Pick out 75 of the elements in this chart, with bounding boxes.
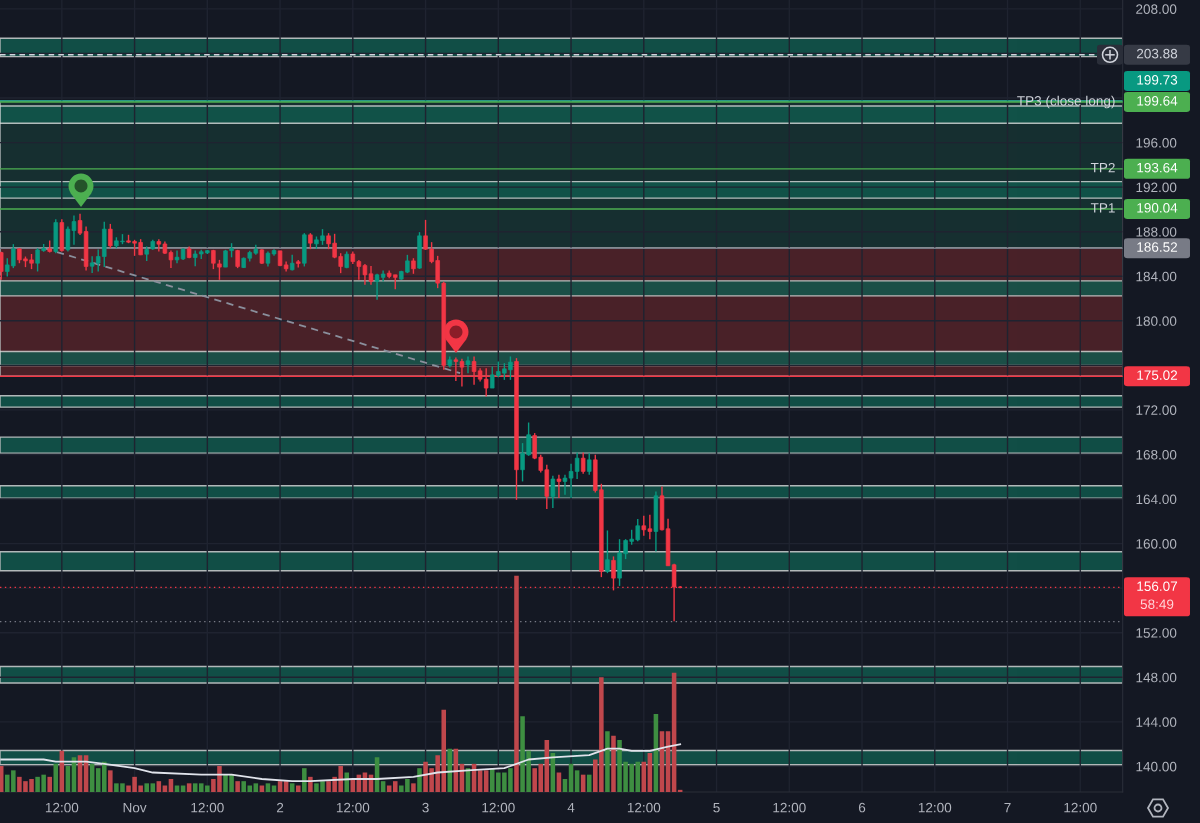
y-tick-label: 152.00 [1136, 628, 1177, 638]
x-tick-label: Nov [123, 802, 147, 813]
bar [265, 783, 271, 792]
bar [108, 770, 113, 792]
y-tick-label: 184.00 [1136, 271, 1177, 282]
candlestick [611, 555, 616, 592]
x-tick-label: 12:00 [627, 802, 661, 813]
candlestick [465, 355, 471, 374]
y-tick-label: 196.00 [1136, 138, 1177, 148]
bar [53, 763, 59, 792]
ref-line-label: 199.64 [1137, 96, 1178, 106]
bar [192, 783, 198, 792]
bar [344, 772, 350, 792]
x-tick-label: 2 [276, 802, 284, 813]
bar [253, 783, 259, 792]
bar [574, 770, 580, 792]
bar [411, 783, 416, 792]
y-tick-label: 188.00 [1136, 227, 1177, 237]
x-tick-label: 12:00 [773, 802, 806, 813]
ref-line-label: 156.07 [1137, 581, 1178, 592]
bar [605, 731, 610, 792]
x-tick-label: 12:00 [336, 802, 370, 813]
ref-line-label: 190.04 [1137, 203, 1178, 213]
ref-line-label: 199.73 [1137, 75, 1178, 85]
y-tick-label: 172.00 [1136, 405, 1177, 415]
y-tick-label: 192.00 [1136, 182, 1177, 193]
bar [186, 783, 192, 792]
bar [611, 735, 616, 792]
candlestick [550, 474, 556, 509]
x-tick-label: 4 [567, 802, 575, 813]
x-tick-label: 6 [858, 802, 866, 813]
y-tick-label: 148.00 [1136, 672, 1177, 683]
x-tick-label: 3 [422, 802, 429, 813]
y-tick-label: 140.00 [1136, 761, 1177, 772]
bar [417, 768, 422, 792]
bar [156, 781, 162, 792]
bar [380, 781, 386, 792]
ref-line-label: 203.88 [1136, 48, 1178, 59]
x-tick-label: 12:00 [918, 802, 952, 813]
y-tick-label: 208.00 [1136, 4, 1177, 14]
annotation: TP1 [1090, 203, 1115, 213]
bar [483, 770, 489, 792]
candlestick [605, 529, 610, 574]
ref-line-label: 193.64 [1137, 162, 1178, 173]
bar [514, 575, 519, 792]
candlestick [556, 474, 562, 499]
bar [47, 776, 52, 792]
candlestick [580, 451, 586, 475]
ref-line-label: 175.02 [1137, 370, 1178, 380]
bar [586, 774, 592, 792]
candlestick [108, 223, 113, 249]
bar [101, 761, 107, 792]
annotation: TP3 (close long) [1017, 95, 1115, 109]
annotation: TP2 [1090, 162, 1115, 173]
text: 58:49 [1140, 599, 1174, 610]
bar [289, 783, 295, 792]
x-tick-label: 12:00 [482, 802, 515, 813]
y-tick-label: 168.00 [1136, 449, 1177, 460]
x-tick-label: 12:00 [191, 802, 224, 813]
y-tick-label: 160.00 [1136, 539, 1177, 549]
candlestick [587, 452, 592, 476]
x-tick-label: 7 [1004, 802, 1011, 813]
x-tick-label: 12:00 [45, 802, 79, 813]
bar [392, 781, 398, 792]
bar [295, 785, 301, 792]
y-tick-label: 180.00 [1136, 316, 1177, 326]
ref-line-label: 186.52 [1137, 242, 1178, 252]
bar [302, 768, 307, 792]
y-tick-label: 144.00 [1136, 717, 1177, 727]
x-tick-label: 12:00 [1064, 802, 1097, 813]
y-tick-label: 164.00 [1136, 494, 1177, 505]
bar [235, 781, 240, 792]
candlestick [0, 251, 4, 281]
bar [277, 781, 283, 792]
x-tick-label: 5 [713, 802, 720, 813]
